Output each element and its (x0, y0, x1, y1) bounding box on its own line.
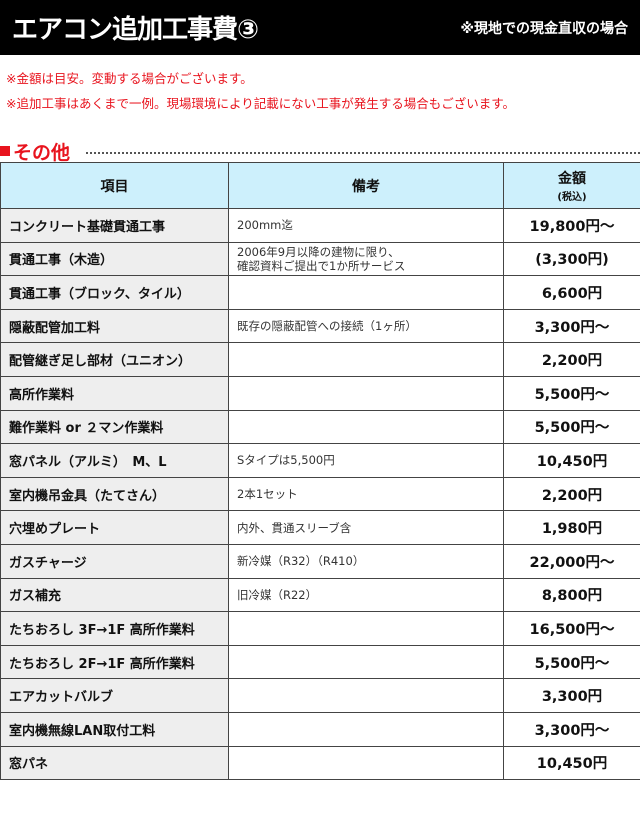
price-header-label: 金額 (558, 171, 586, 187)
note-estimate: ※金額は目安。変動する場合がございます。 (6, 71, 253, 86)
item-cell: 貫通工事（ブロック、タイル） (0, 275, 229, 310)
price-cell: 16,500円〜 (503, 611, 640, 646)
price-cell: 10,450円 (503, 443, 640, 478)
item-cell: たちおろし 2F→1F 高所作業料 (0, 644, 229, 680)
table-row: たちおろし 2F→1F 高所作業料 5,500円〜 (0, 644, 640, 680)
column-header-memo: 備考 (228, 162, 504, 209)
dotted-divider (86, 152, 640, 154)
table-row: 窓パネル（アルミ） M、L Sタイプは5,500円 10,450円 (0, 443, 640, 478)
memo-cell (228, 342, 504, 377)
item-cell: 窓パネ (0, 745, 229, 781)
memo-cell: 2本1セット (228, 476, 504, 512)
table-row: エアカットバルブ 3,300円 (0, 678, 640, 713)
memo-cell: 200mm迄 (228, 208, 504, 243)
memo-cell: 内外、貫通スリーブ含 (228, 510, 504, 545)
price-table: 項目 備考 金額 (税込) コンクリート基礎貫通工事 200mm迄 19,800円〜貫… (0, 162, 640, 781)
memo-cell (228, 409, 504, 445)
item-cell: 高所作業料 (0, 375, 229, 411)
page-subtitle: ※現地での現金直収の場合 (460, 21, 628, 37)
table-row: 室内機吊金具（たてさん） 2本1セット 2,200円 (0, 476, 640, 512)
table-row: 高所作業料 5,500円〜 (0, 375, 640, 411)
table-row: ガス補充 旧冷媒（R22） 8,800円 (0, 577, 640, 613)
memo-cell (228, 375, 504, 411)
item-cell: コンクリート基礎貫通工事 (0, 208, 229, 243)
price-cell: 2,200円 (503, 342, 640, 377)
price-cell: 3,300円〜 (503, 308, 640, 344)
table-row: 配管継ぎ足し部材（ユニオン） 2,200円 (0, 342, 640, 377)
item-cell: 穴埋めプレート (0, 510, 229, 545)
memo-cell (228, 275, 504, 310)
memo-cell (228, 745, 504, 781)
table-row: 窓パネ 10,450円 (0, 745, 640, 781)
item-cell: 隠蔽配管加工料 (0, 308, 229, 344)
price-cell: 5,500円〜 (503, 644, 640, 680)
table-row: 貫通工事（木造） 2006年9月以降の建物に限り、 確認資料ご提出で1か所サービス(… (0, 241, 640, 277)
memo-cell (228, 678, 504, 713)
memo-cell: 新冷媒（R32）（R410） (228, 543, 504, 579)
table-row: 貫通工事（ブロック、タイル） 6,600円 (0, 275, 640, 310)
price-cell: 19,800円〜 (503, 208, 640, 243)
price-cell: 1,980円 (503, 510, 640, 545)
price-cell: 22,000円〜 (503, 543, 640, 579)
section-title: その他 (13, 142, 71, 164)
item-cell: たちおろし 3F→1F 高所作業料 (0, 611, 229, 646)
item-cell: 難作業料 or ２マン作業料 (0, 409, 229, 445)
memo-cell: 旧冷媒（R22） (228, 577, 504, 613)
price-cell: (3,300円) (503, 241, 640, 277)
note-additional-work: ※追加工事はあくまで一例。現場環境により記載にない工事が発生する場合もございます… (6, 96, 515, 111)
memo-cell (228, 611, 504, 646)
tax-included-label: (税込) (557, 192, 587, 203)
item-cell: 窓パネル（アルミ） M、L (0, 443, 229, 478)
item-cell: ガス補充 (0, 577, 229, 613)
column-header-price: 金額 (税込) (503, 162, 640, 209)
table-row: 穴埋めプレート 内外、貫通スリーブ含 1,980円 (0, 510, 640, 545)
price-cell: 2,200円 (503, 476, 640, 512)
memo-cell (228, 644, 504, 680)
table-row: コンクリート基礎貫通工事 200mm迄 19,800円〜 (0, 208, 640, 243)
page-header: エアコン追加工事費③ ※現地での現金直収の場合 (0, 0, 640, 55)
table-row: 難作業料 or ２マン作業料 5,500円〜 (0, 409, 640, 445)
price-cell: 5,500円〜 (503, 409, 640, 445)
price-cell: 10,450円 (503, 745, 640, 781)
table-row: たちおろし 3F→1F 高所作業料 16,500円〜 (0, 611, 640, 646)
price-cell: 5,500円〜 (503, 375, 640, 411)
item-cell: 室内機無線LAN取付工料 (0, 711, 229, 747)
memo-cell: 既存の隠蔽配管への接続（1ヶ所） (228, 308, 504, 344)
item-cell: エアカットバルブ (0, 678, 229, 713)
price-cell: 6,600円 (503, 275, 640, 310)
memo-cell (228, 711, 504, 747)
price-cell: 3,300円〜 (503, 711, 640, 747)
price-cell: 8,800円 (503, 577, 640, 613)
table-row: ガスチャージ 新冷媒（R32）（R410） 22,000円〜 (0, 543, 640, 579)
item-cell: 配管継ぎ足し部材（ユニオン） (0, 342, 229, 377)
item-cell: 室内機吊金具（たてさん） (0, 476, 229, 512)
table-row: 室内機無線LAN取付工料 3,300円〜 (0, 711, 640, 747)
memo-cell: 2006年9月以降の建物に限り、 確認資料ご提出で1か所サービス (228, 241, 504, 277)
column-header-item: 項目 (0, 162, 229, 209)
table-row: 隠蔽配管加工料 既存の隠蔽配管への接続（1ヶ所） 3,300円〜 (0, 308, 640, 344)
item-cell: ガスチャージ (0, 543, 229, 579)
section-heading: その他 (0, 138, 640, 164)
item-cell: 貫通工事（木造） (0, 241, 229, 277)
square-marker-icon (0, 146, 10, 156)
table-header-row: 項目 備考 金額 (税込) (0, 162, 640, 209)
price-cell: 3,300円 (503, 678, 640, 713)
page-title: エアコン追加工事費③ (12, 15, 259, 45)
memo-cell: Sタイプは5,500円 (228, 443, 504, 478)
